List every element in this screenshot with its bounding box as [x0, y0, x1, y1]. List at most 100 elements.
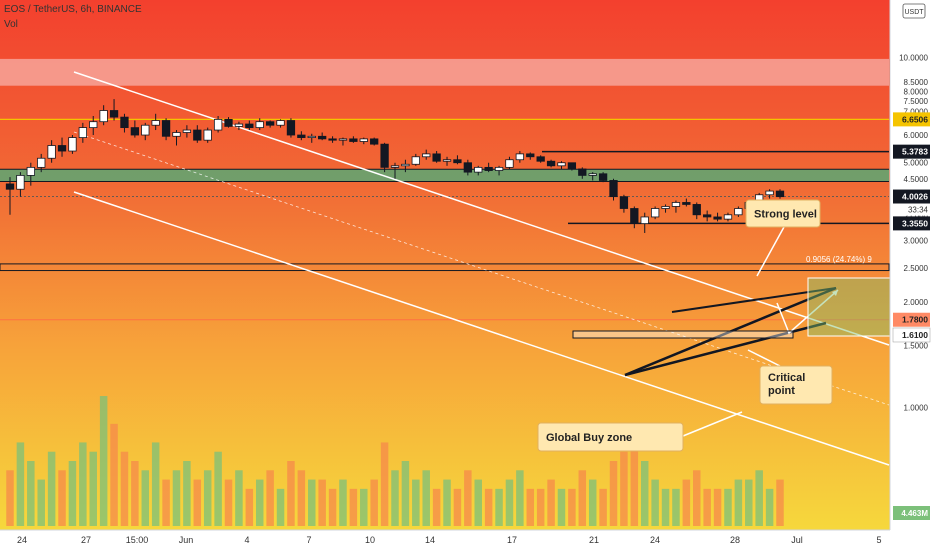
candle-body-up [671, 202, 681, 207]
candle-body-up [47, 145, 56, 159]
candle [411, 153, 420, 166]
wedge-top-line [671, 287, 837, 313]
measure-label: 0.9056 (24.74%) 9 [806, 255, 872, 264]
price-label-text: 1.7800 [902, 315, 928, 325]
time-tick: 7 [306, 535, 311, 545]
volume-bar [6, 470, 14, 526]
volume-bar [16, 442, 25, 526]
price-tick: 6.0000 [904, 131, 929, 140]
price-label-text: 4.0026 [902, 192, 928, 202]
candle-body-down [630, 208, 639, 225]
candle [671, 200, 681, 213]
volume-bar [495, 488, 503, 526]
volume-bar [651, 479, 659, 526]
candle [286, 118, 296, 138]
price-label-bg [893, 112, 930, 127]
volume-bar [682, 479, 691, 526]
candle [640, 212, 649, 233]
price-label: 5.3783 [893, 144, 930, 159]
global-buy-callout: Global Buy zone [537, 411, 743, 452]
candle-body-up [203, 129, 212, 141]
critical-point-callout-box [759, 365, 833, 405]
candle-body-down [526, 153, 535, 158]
candle [89, 116, 98, 136]
volume-bar [110, 423, 118, 526]
volume-bar [255, 479, 264, 526]
volume-bar [693, 470, 701, 526]
time-tick: 24 [650, 535, 660, 545]
volume-legend[interactable]: Vol [4, 19, 18, 30]
candle [359, 137, 368, 145]
candle-body-up [89, 121, 98, 129]
candle [578, 167, 587, 179]
volume-bar [557, 488, 566, 526]
candle-body-down [567, 162, 577, 170]
candle-body-down [193, 129, 202, 141]
candle [682, 198, 691, 207]
candle [453, 155, 462, 165]
supply-zone [0, 58, 889, 86]
candle [307, 133, 316, 143]
candle [588, 172, 597, 181]
candle [401, 159, 410, 173]
candle-body-up [172, 132, 181, 137]
volume-bar [776, 479, 784, 526]
candle-body-down [224, 118, 233, 127]
countdown-bg [893, 203, 930, 216]
price-tick: 4.5000 [904, 175, 929, 184]
strong-level-callout-text: Strong level [754, 209, 817, 221]
candle-body-up [182, 129, 192, 133]
candle-body-up [474, 166, 483, 173]
volume-bar [599, 488, 607, 526]
price-label-text: 6.6506 [902, 114, 928, 124]
projection-arrowhead [832, 290, 838, 296]
price-label-bg [893, 144, 930, 159]
candle-body-up [151, 120, 160, 126]
candle-body-down [57, 145, 67, 152]
volume-bar [360, 488, 368, 526]
candle [172, 130, 181, 146]
candle [338, 137, 348, 146]
candle [26, 162, 35, 186]
candle-body-up [359, 138, 368, 142]
candle [130, 120, 140, 138]
volume-bar [47, 451, 56, 526]
volume-bar [89, 451, 97, 526]
symbol-legend[interactable]: EOS / TetherUS, 6h, BINANCE [4, 4, 142, 15]
price-label: 3.3550 [893, 216, 930, 231]
volume-bar [724, 488, 732, 526]
volume-bar [297, 470, 306, 526]
volume-bar [443, 479, 451, 526]
strong-level-callout: Strong level [745, 199, 821, 277]
volume-bar [755, 470, 763, 526]
volume-bar [120, 451, 129, 526]
candle [526, 152, 535, 160]
volume-bar [412, 479, 420, 526]
candle-body-up [16, 175, 25, 190]
volume-bar [276, 488, 285, 526]
candle [16, 172, 25, 197]
candle [328, 136, 337, 143]
candle [68, 135, 77, 154]
candle-body-up [26, 166, 35, 176]
countdown-text: 33:34 [908, 206, 929, 215]
price-tick: 2.5000 [904, 264, 929, 273]
candle-body-up [411, 156, 420, 165]
candle-body-down [318, 135, 327, 140]
candle-body-down [130, 127, 140, 136]
candle [120, 113, 129, 133]
volume-bar [432, 488, 441, 526]
price-label: 1.6100 [892, 327, 931, 343]
price-label-bg [893, 216, 930, 231]
price-axis [890, 0, 932, 550]
price-tick: 8.5000 [904, 78, 929, 87]
candle-body-down [161, 120, 171, 137]
candle-body-up [37, 157, 46, 168]
candle-body-down [109, 110, 119, 118]
candle [349, 136, 358, 143]
candle-body-down [297, 134, 306, 138]
candle-body-up [276, 120, 285, 126]
